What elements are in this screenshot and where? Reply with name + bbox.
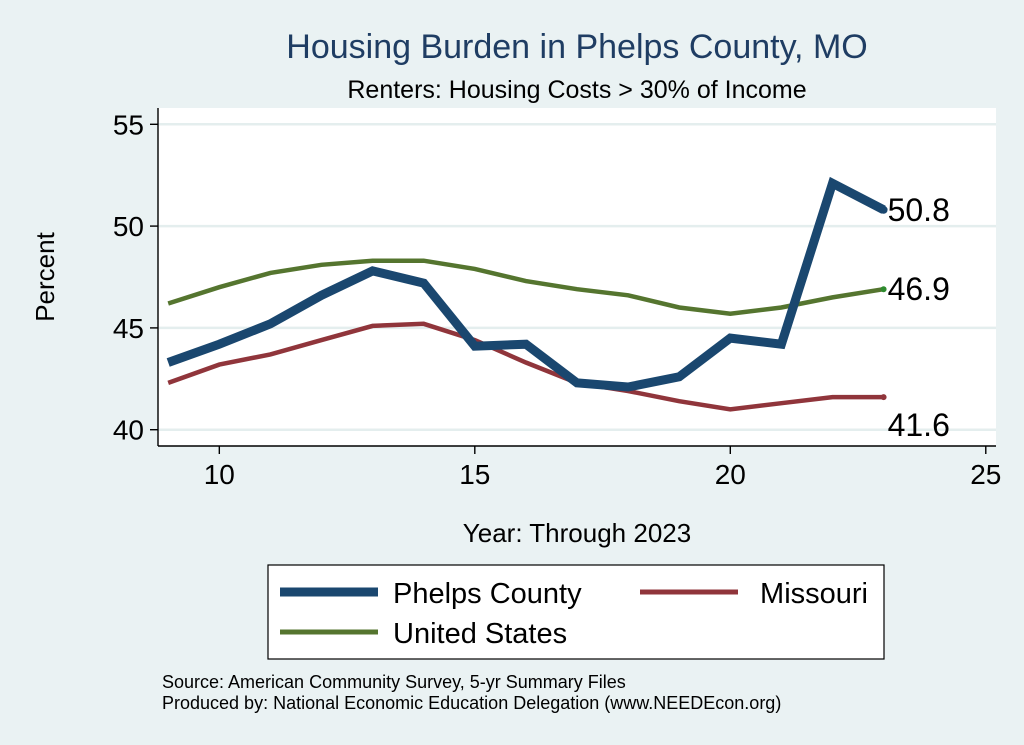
- plot-area: [158, 108, 996, 446]
- x-axis-label: Year: Through 2023: [463, 518, 691, 548]
- legend-box: [267, 564, 885, 660]
- x-tick-label: 10: [204, 459, 235, 490]
- end-label-us: 46.9: [888, 271, 950, 307]
- end-label-missouri: 41.6: [888, 407, 950, 443]
- y-tick-label: 55: [113, 109, 144, 140]
- series-end-marker: [879, 205, 888, 214]
- source-note: Source: American Community Survey, 5-yr …: [162, 672, 626, 692]
- series-line-phelps: [166, 176, 886, 392]
- y-tick-label: 45: [113, 313, 144, 344]
- y-tick-label: 50: [113, 211, 144, 242]
- legend-label-us: United States: [393, 618, 567, 650]
- series-end-marker: [880, 394, 887, 401]
- grid-layer: [158, 123, 996, 431]
- y-tick-label: 40: [113, 415, 144, 446]
- x-tick-label: 20: [715, 459, 746, 490]
- legend-label-missouri: Missouri: [760, 578, 868, 610]
- y-axis-label: Percent: [30, 231, 60, 321]
- axis-layer: 40 45 50 55 10 15 20 25: [113, 108, 1001, 490]
- series-layer: [166, 176, 888, 412]
- end-label-phelps: 50.8: [888, 192, 950, 228]
- series-line-missouri: [167, 321, 884, 412]
- end-label-layer: 50.8 41.6 46.9: [888, 192, 950, 443]
- x-tick-label: 25: [970, 459, 1001, 490]
- series-end-marker: [880, 286, 887, 293]
- produced-note: Produced by: National Economic Education…: [162, 693, 781, 713]
- x-tick-label: 15: [459, 459, 490, 490]
- chart-title: Housing Burden in Phelps County, MO: [286, 28, 867, 66]
- chart-subtitle: Renters: Housing Costs > 30% of Income: [347, 76, 806, 104]
- series-line-us: [167, 258, 884, 316]
- legend-label-phelps: Phelps County: [393, 578, 582, 610]
- legend: Phelps County Missouri United States: [267, 564, 885, 660]
